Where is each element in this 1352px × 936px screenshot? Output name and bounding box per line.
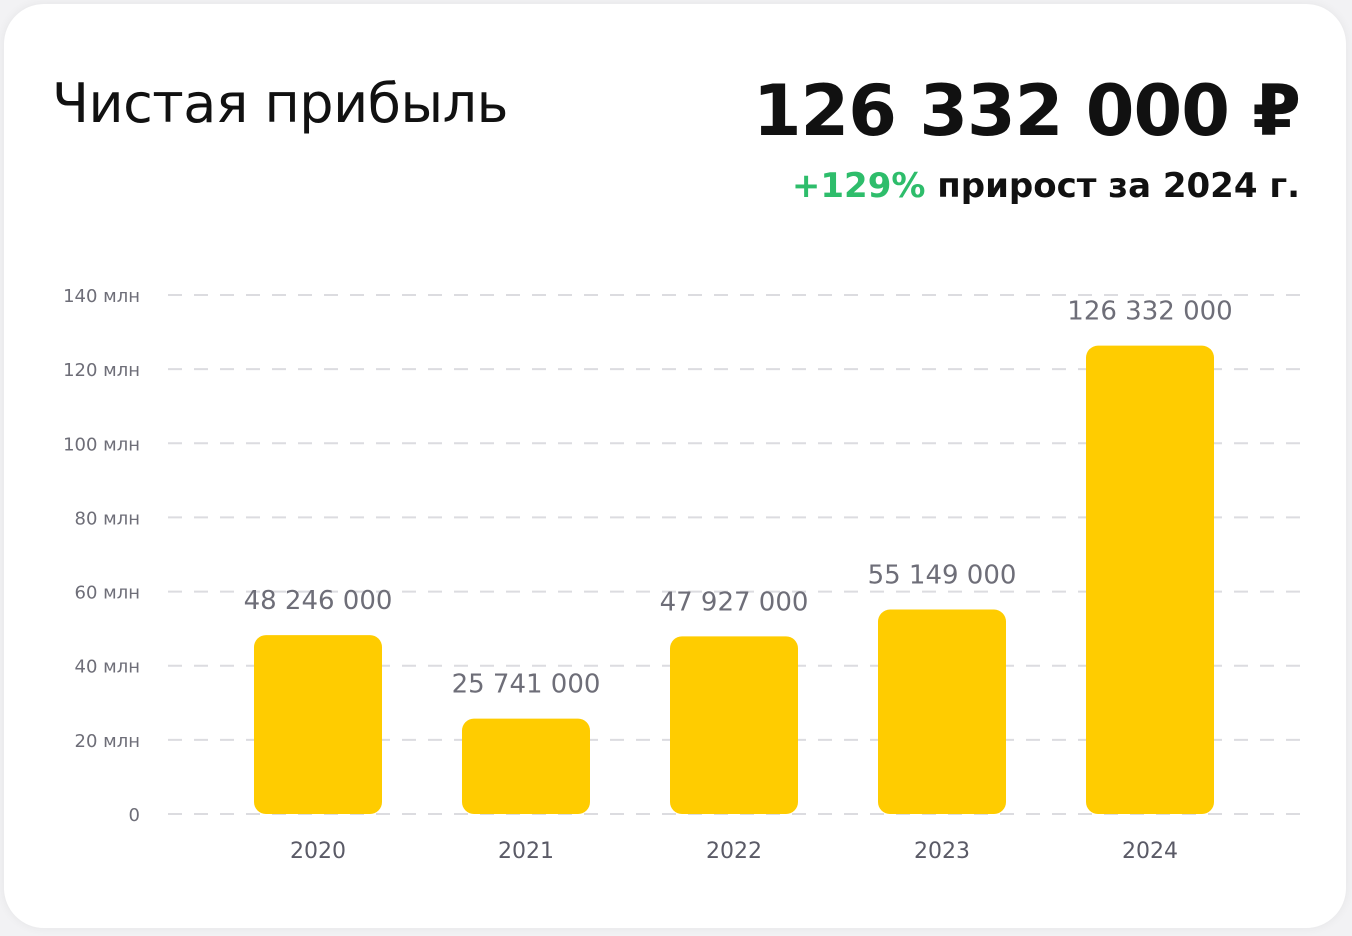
y-tick-label: 140 млн: [63, 286, 140, 307]
y-tick-label: 0: [129, 805, 140, 826]
bar: [1086, 345, 1214, 814]
data-label: 48 246 000: [244, 586, 393, 616]
y-tick-label: 80 млн: [75, 508, 140, 529]
bar: [878, 609, 1006, 814]
y-tick-label: 40 млн: [75, 657, 140, 678]
y-tick-label: 60 млн: [75, 583, 140, 604]
growth-caption: прирост за 2024 г.: [937, 166, 1300, 206]
data-label: 47 927 000: [660, 587, 809, 617]
data-label: 25 741 000: [452, 670, 601, 700]
data-label: 126 332 000: [1067, 297, 1232, 327]
data-label: 55 149 000: [868, 561, 1017, 591]
growth-percent: +129%: [791, 166, 926, 206]
y-tick-label: 100 млн: [63, 434, 140, 455]
x-tick-label: 2022: [706, 839, 762, 864]
y-tick-label: 120 млн: [63, 360, 140, 381]
chart-title: Чистая прибыль: [52, 72, 508, 135]
bar: [462, 718, 590, 814]
total-profit-value: 126 332 000 ₽: [752, 70, 1301, 152]
x-tick-label: 2024: [1122, 839, 1178, 864]
bar: [254, 635, 382, 814]
x-tick-label: 2020: [290, 839, 346, 864]
x-tick-label: 2023: [914, 839, 970, 864]
y-tick-label: 20 млн: [75, 731, 140, 752]
bar: [670, 636, 798, 814]
growth-summary: +129% прирост за 2024 г.: [792, 166, 1300, 206]
x-tick-label: 2021: [498, 839, 554, 864]
